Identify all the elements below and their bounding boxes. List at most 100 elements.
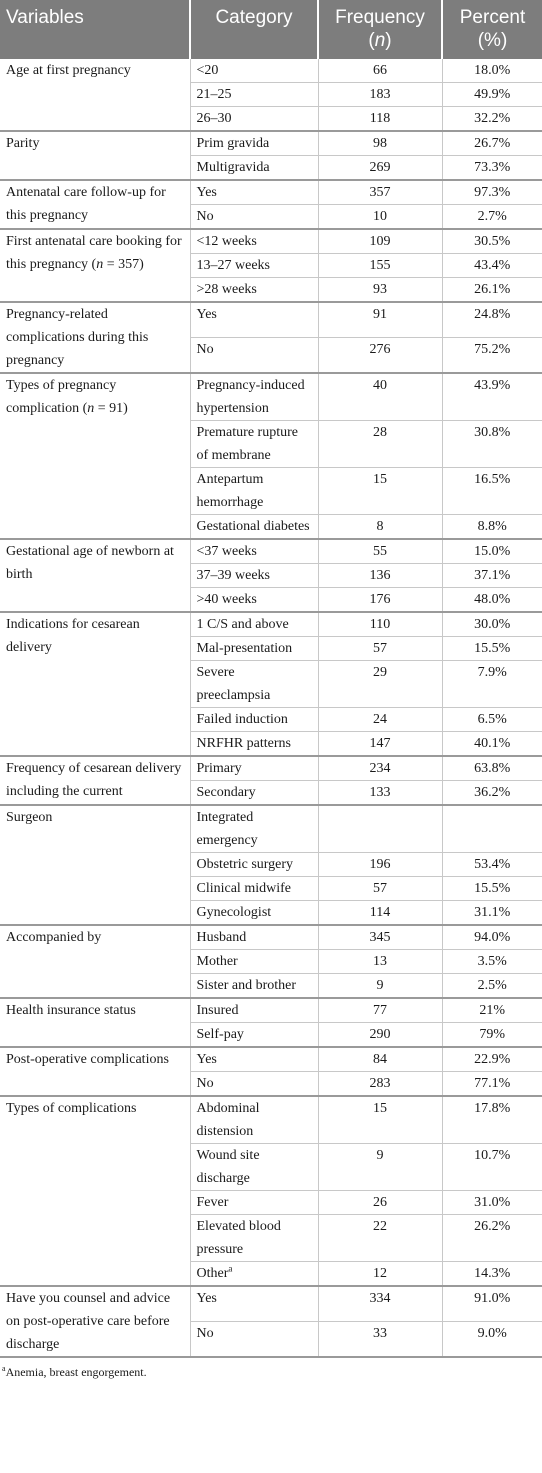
category-cell: 37–39 weeks (190, 563, 319, 588)
category-cell: >40 weeks (190, 587, 319, 613)
table-row: Antenatal care follow-up for this pregna… (0, 180, 542, 230)
category-cell: No (190, 1071, 319, 1097)
percent-cell: 30.8% (442, 420, 542, 468)
frequency-cell: 15 (318, 1096, 443, 1144)
variable-n: n (87, 401, 95, 416)
frequency-cell: 26 (318, 1190, 443, 1215)
frequency-cell: 114 (318, 900, 443, 926)
header-variables: Variables (0, 0, 191, 59)
percent-cell: 63.8% (442, 756, 542, 781)
table-row: Gestational age of newborn at birth <37 … (0, 539, 542, 613)
percent-cell: 36.2% (442, 780, 542, 806)
category-text: Other (196, 1266, 229, 1281)
category-cell: Insured (190, 998, 319, 1023)
table-row: Types of complications Abdominal distens… (0, 1096, 542, 1287)
table-row: >28 weeks 93 26.1% (0, 277, 542, 303)
category-cell: >28 weeks (190, 277, 319, 303)
frequency-cell: 84 (318, 1047, 443, 1072)
percent-cell: 73.3% (442, 155, 542, 181)
table-header: Variables Category Frequency (n) Percent(… (0, 0, 542, 59)
percent-cell: 21% (442, 998, 542, 1023)
table-row: NRFHR patterns 147 40.1% (0, 731, 542, 757)
table-row: 13–27 weeks 155 43.4% (0, 253, 542, 278)
frequency-cell: 155 (318, 253, 443, 278)
category-cell: Gestational diabetes (190, 514, 319, 540)
table-row: First antenatal care booking for this pr… (0, 229, 542, 303)
frequency-cell: 10 (318, 204, 443, 230)
table-row: No 10 2.7% (0, 204, 542, 230)
category-cell: <20 (190, 59, 319, 83)
variable-cell: Parity (0, 131, 191, 181)
table-row: Sister and brother 9 2.5% (0, 973, 542, 999)
percent-cell: 48.0% (442, 587, 542, 613)
percent-cell: 37.1% (442, 563, 542, 588)
header-category: Category (190, 0, 319, 59)
category-cell: Fever (190, 1190, 319, 1215)
percent-cell: 24.8% (442, 302, 542, 338)
percent-cell: 43.4% (442, 253, 542, 278)
table-row: Surgeon Integrated emergency (0, 805, 542, 926)
frequency-cell: 234 (318, 756, 443, 781)
percent-cell: 14.3% (442, 1261, 542, 1287)
category-cell: <37 weeks (190, 539, 319, 564)
category-cell: Antepartum hemorrhage (190, 467, 319, 515)
percent-cell: 75.2% (442, 337, 542, 374)
table-footnote: aAnemia, breast engorgement. (0, 1358, 542, 1380)
category-cell: Severe preeclampsia (190, 660, 319, 708)
category-cell: No (190, 337, 319, 374)
percent-cell: 49.9% (442, 82, 542, 107)
category-cell: Secondary (190, 780, 319, 806)
table-row: Have you counsel and advice on post-oper… (0, 1286, 542, 1358)
frequency-cell: 276 (318, 337, 443, 374)
frequency-cell: 118 (318, 106, 443, 132)
percent-cell: 94.0% (442, 925, 542, 950)
frequency-cell: 9 (318, 1143, 443, 1191)
table-row: Health insurance status Insured 77 21% (0, 998, 542, 1048)
header-frequency-label: Frequency (335, 7, 425, 28)
footnote-text: Anemia, breast engorgement. (5, 1365, 147, 1379)
category-cell: Husband (190, 925, 319, 950)
category-cell: Gynecologist (190, 900, 319, 926)
frequency-cell: 22 (318, 1214, 443, 1262)
variable-cell: Pregnancy-related complications during t… (0, 302, 191, 374)
frequency-cell: 147 (318, 731, 443, 757)
frequency-cell: 57 (318, 636, 443, 661)
frequency-cell: 12 (318, 1261, 443, 1287)
category-cell: Clinical midwife (190, 876, 319, 901)
table-row: Types of pregnancy complication (n = 91)… (0, 373, 542, 540)
frequency-cell: 283 (318, 1071, 443, 1097)
percent-cell: 91.0% (442, 1286, 542, 1322)
variable-text: First antenatal care booking for this pr… (6, 234, 182, 272)
table-row: Multigravida 269 73.3% (0, 155, 542, 181)
percent-cell: 15.0% (442, 539, 542, 564)
table-row: Post-operative complications Yes 84 22.9… (0, 1047, 542, 1097)
frequency-cell: 98 (318, 131, 443, 156)
category-cell: Yes (190, 1047, 319, 1072)
table-row: Secondary 133 36.2% (0, 780, 542, 806)
category-cell: No (190, 1321, 319, 1358)
variable-cell: Types of pregnancy complication (n = 91) (0, 373, 191, 540)
variable-cell: Frequency of cesarean delivery including… (0, 756, 191, 806)
table-row: Accompanied by Husband 345 94.0% (0, 925, 542, 999)
category-cell: Yes (190, 180, 319, 205)
category-cell: Obstetric surgery (190, 852, 319, 877)
frequency-cell: 55 (318, 539, 443, 564)
frequency-cell: 93 (318, 277, 443, 303)
percent-cell: 8.8% (442, 514, 542, 540)
percent-cell: 43.9% (442, 373, 542, 421)
frequency-cell: 176 (318, 587, 443, 613)
variable-text: = 91) (94, 401, 128, 416)
percent-cell: 40.1% (442, 731, 542, 757)
frequency-cell: 269 (318, 155, 443, 181)
table-row: Pregnancy-related complications during t… (0, 302, 542, 374)
header-percent-label: Percent (459, 7, 526, 28)
table-row: Self-pay 290 79% (0, 1022, 542, 1048)
category-cell: Premature rupture of membrane (190, 420, 319, 468)
footnote-marker: a (2, 1364, 6, 1373)
variable-cell: Post-operative complications (0, 1047, 191, 1097)
category-cell: Othera (190, 1261, 319, 1287)
table-row: Gynecologist 114 31.1% (0, 900, 542, 926)
percent-cell: 26.7% (442, 131, 542, 156)
frequency-cell: 357 (318, 180, 443, 205)
percent-cell: 77.1% (442, 1071, 542, 1097)
